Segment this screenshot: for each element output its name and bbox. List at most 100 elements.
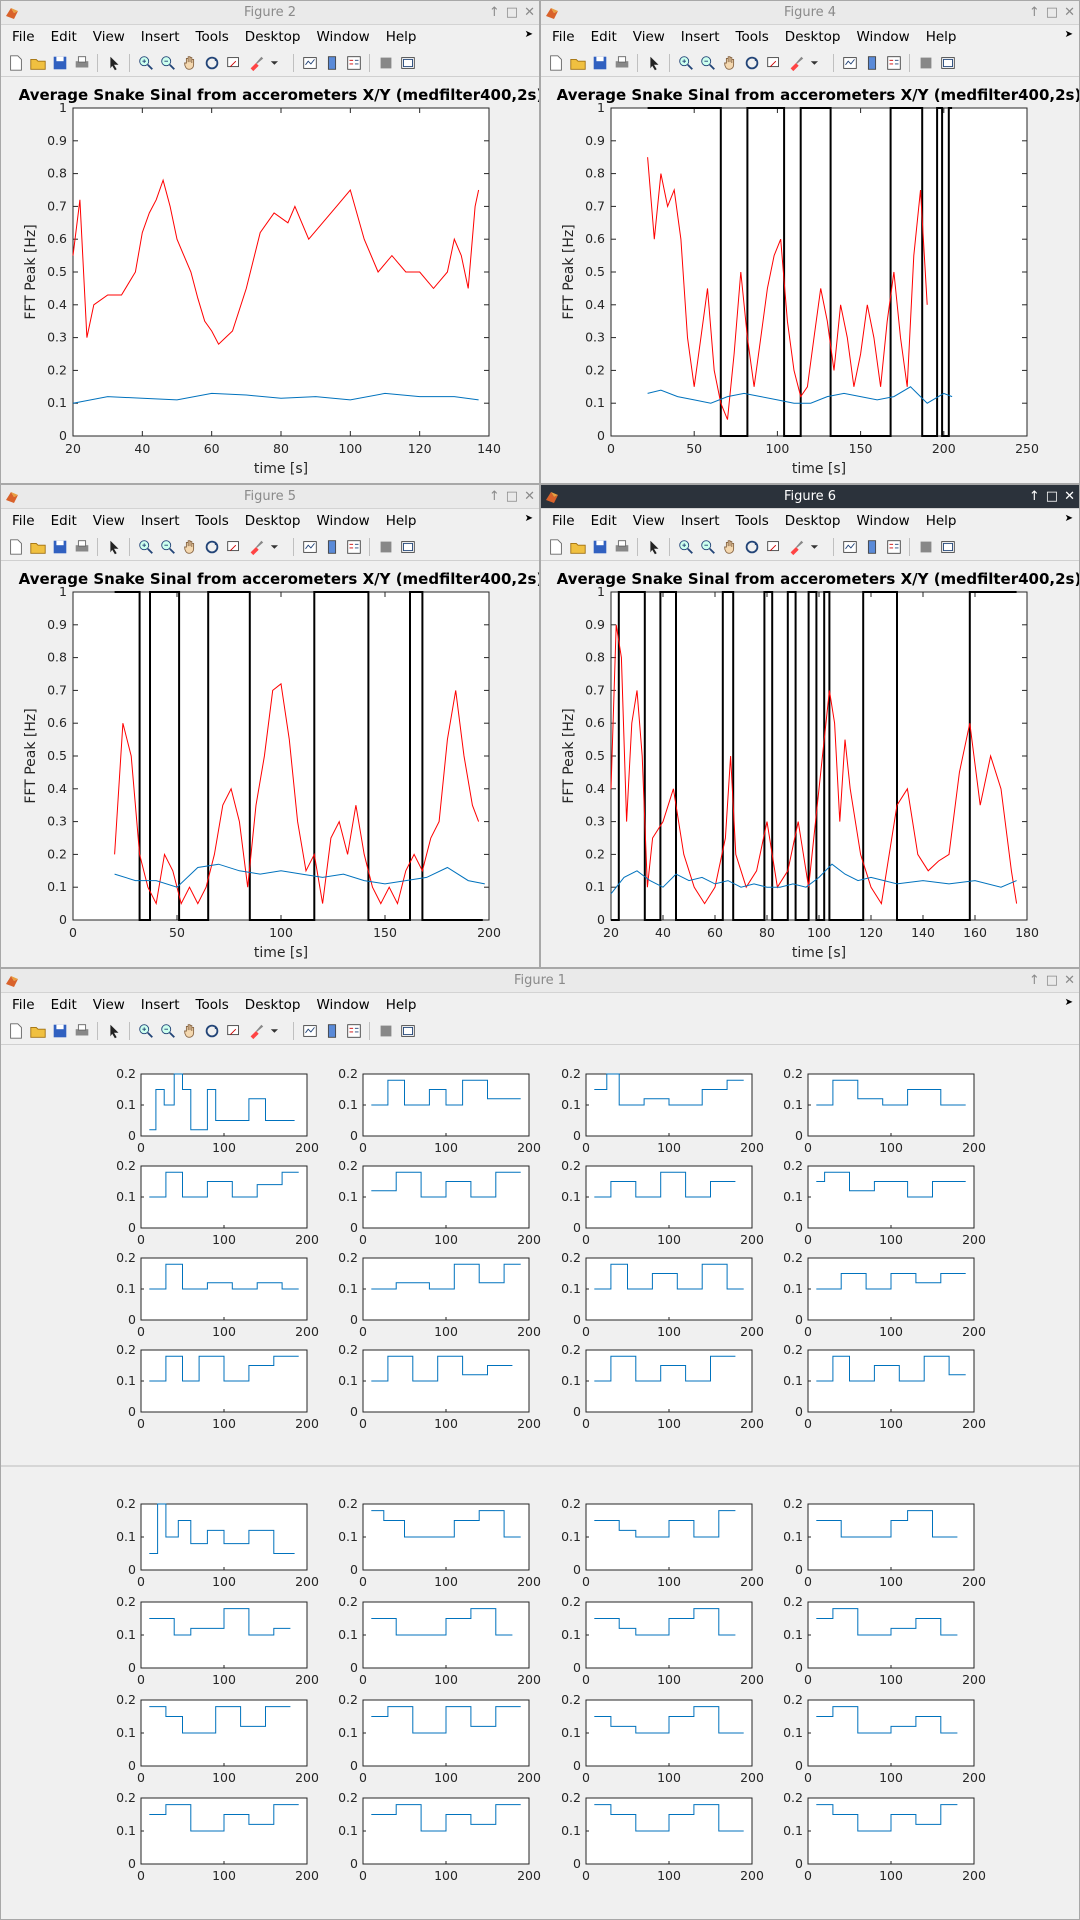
subplot-series-line[interactable] [149,1171,299,1198]
colorbar-icon[interactable] [321,536,342,557]
subplot[interactable]: 0 0.1 0.2 0 100 200 [561,1496,764,1589]
zoom-in-icon[interactable] [135,52,156,73]
show-plot-tools-icon[interactable] [397,52,418,73]
subplot-series-line[interactable] [371,1355,513,1382]
window-titlebar[interactable]: Figure 1 ↑ □ ✕ [1,969,1079,993]
series-line-blue[interactable] [610,863,1017,895]
save-icon[interactable] [49,1020,70,1041]
subplot-series-line[interactable] [594,1510,736,1538]
link-plot-icon[interactable] [839,52,860,73]
pan-icon[interactable] [179,536,200,557]
menu-item-file[interactable]: File [12,997,35,1013]
subplot[interactable]: 0 0.1 0.2 0 100 200 [783,1790,986,1883]
colorbar-icon[interactable] [321,1020,342,1041]
menu-item-tools[interactable]: Tools [195,513,229,529]
hide-plot-tools-icon[interactable] [375,1020,396,1041]
close-icon[interactable]: ✕ [1064,489,1075,504]
menu-item-window[interactable]: Window [316,513,370,529]
show-plot-tools-icon[interactable] [397,536,418,557]
new-file-icon[interactable] [545,536,566,557]
data-cursor-icon[interactable] [223,52,244,73]
rotate-icon[interactable] [201,52,222,73]
menu-item-help[interactable]: Help [925,29,957,45]
show-plot-tools-icon[interactable] [397,1020,418,1041]
legend-icon[interactable] [883,52,904,73]
print-icon[interactable] [71,1020,92,1041]
data-cursor-icon[interactable] [223,536,244,557]
subplot-series-line[interactable] [816,1355,966,1382]
brush-icon[interactable] [245,536,266,557]
zoom-out-icon[interactable] [697,536,718,557]
menu-item-window[interactable]: Window [316,29,370,45]
window-titlebar[interactable]: Figure 4 ↑ □ ✕ [541,1,1079,25]
link-plot-icon[interactable] [839,536,860,557]
subplot-series-line[interactable] [594,1171,736,1198]
subplot[interactable]: 0 0.1 0.2 0 100 200 [116,1692,319,1785]
data-cursor-icon[interactable] [763,52,784,73]
subplot-series-line[interactable] [816,1171,966,1198]
subplot-series-line[interactable] [371,1510,521,1538]
subplot[interactable]: 0 0.1 0.2 0 100 200 [561,1250,764,1339]
subplot-series-line[interactable] [594,1706,744,1734]
rotate-icon[interactable] [741,536,762,557]
subplot[interactable]: 0 0.1 0.2 0 100 200 [116,1790,319,1883]
maximize-icon[interactable]: □ [505,5,519,20]
brush-icon[interactable] [785,536,806,557]
save-icon[interactable] [589,52,610,73]
menu-item-insert[interactable]: Insert [680,513,720,529]
menu-item-edit[interactable]: Edit [50,997,77,1013]
subplot-series-line[interactable] [816,1273,966,1290]
series-line-blue[interactable] [647,386,953,404]
window-titlebar[interactable]: Figure 2 ↑ □ ✕ [1,1,539,25]
menu-item-desktop[interactable]: Desktop [784,29,841,45]
hide-plot-tools-icon[interactable] [915,52,936,73]
series-line-red[interactable] [647,157,928,420]
menu-item-insert[interactable]: Insert [680,29,720,45]
rotate-icon[interactable] [201,1020,222,1041]
menu-item-help[interactable]: Help [385,29,417,45]
data-cursor-icon[interactable] [223,1020,244,1041]
subplot-series-line[interactable] [816,1079,966,1106]
menu-item-help[interactable]: Help [925,513,957,529]
hide-plot-tools-icon[interactable] [375,536,396,557]
maximize-icon[interactable]: □ [1045,973,1059,988]
zoom-in-icon[interactable] [135,536,156,557]
close-icon[interactable]: ✕ [1064,973,1075,988]
subplot[interactable]: 0 0.1 0.2 0 100 200 [783,1692,986,1785]
subplot[interactable]: 0 0.1 0.2 0 100 200 [783,1066,986,1155]
subplot[interactable]: 0 0.1 0.2 0 100 200 [116,1594,319,1687]
menu-item-edit[interactable]: Edit [590,29,617,45]
subplot-series-line[interactable] [149,1355,299,1382]
subplot[interactable]: 0 0.1 0.2 0 100 200 [116,1158,319,1247]
plot-area[interactable] [610,107,1028,437]
zoom-out-icon[interactable] [157,52,178,73]
link-plot-icon[interactable] [299,52,320,73]
menu-item-view[interactable]: View [632,29,665,45]
minimize-icon[interactable]: ↑ [1028,489,1040,504]
subplot-series-line[interactable] [594,1608,736,1636]
minimize-icon[interactable]: ↑ [1028,5,1040,20]
series-line-red[interactable] [72,178,480,346]
brush-dropdown-icon[interactable] [807,52,828,73]
menu-item-window[interactable]: Window [856,29,910,45]
series-line-red[interactable] [114,682,480,906]
subplot[interactable]: 0 0.1 0.2 0 100 200 [338,1594,541,1687]
subplot-series-line[interactable] [594,1263,744,1290]
subplot[interactable]: 0 0.1 0.2 0 100 200 [783,1594,986,1687]
subplot[interactable]: 0 0.1 0.2 0 100 200 [338,1158,541,1247]
brush-icon[interactable] [245,1020,266,1041]
pan-icon[interactable] [719,52,740,73]
open-folder-icon[interactable] [27,52,48,73]
menu-item-edit[interactable]: Edit [50,513,77,529]
subplot[interactable]: 0 0.1 0.2 0 100 200 [338,1496,541,1589]
zoom-in-icon[interactable] [135,1020,156,1041]
save-icon[interactable] [49,52,70,73]
window-titlebar[interactable]: Figure 6 ↑ □ ✕ [541,485,1079,509]
zoom-in-icon[interactable] [675,536,696,557]
open-folder-icon[interactable] [27,1020,48,1041]
new-file-icon[interactable] [5,536,26,557]
menubar-expand-icon[interactable]: ➤ [1064,29,1073,40]
legend-icon[interactable] [343,52,364,73]
menu-item-file[interactable]: File [12,513,35,529]
menu-item-insert[interactable]: Insert [140,997,180,1013]
